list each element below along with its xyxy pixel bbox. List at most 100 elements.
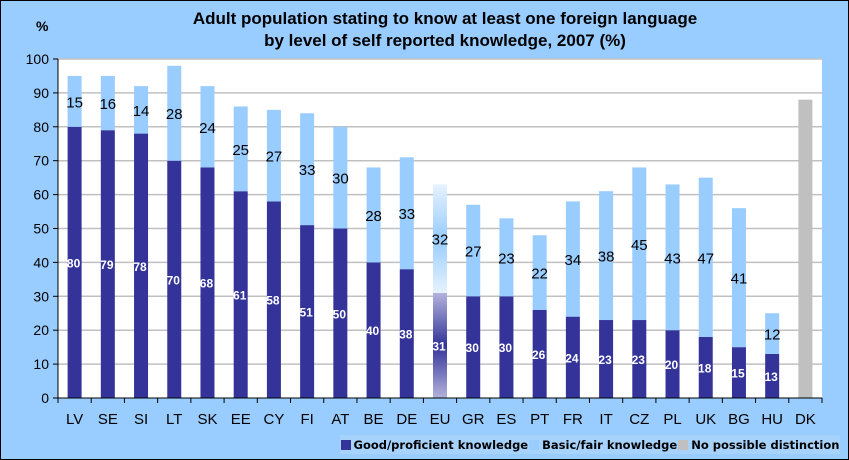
bar-basic-bg	[731, 208, 746, 348]
y-tick-label: 70	[33, 153, 49, 169]
data-label-basic-it: 38	[598, 249, 615, 266]
bar-basic-uk	[698, 177, 713, 337]
data-label-good-se: 79	[100, 258, 114, 272]
bar-good-bg	[731, 347, 746, 398]
chart-title-line2: by level of self reported knowledge, 200…	[264, 31, 626, 50]
data-label-basic-si: 14	[133, 103, 150, 120]
data-label-good-si: 78	[133, 260, 147, 274]
data-label-basic-cy: 27	[266, 149, 283, 166]
bar-good-uk	[698, 336, 713, 398]
x-category-label-lt: LT	[166, 411, 182, 428]
legend-item-basic: Basic/fair knowledge	[529, 438, 677, 452]
data-label-good-cy: 58	[266, 294, 280, 308]
bar-good-gr	[466, 296, 481, 398]
x-category-label-pt: PT	[530, 411, 549, 428]
data-label-basic-ee: 25	[232, 142, 249, 159]
legend-swatch-none	[678, 439, 689, 450]
y-tick-label: 80	[33, 119, 49, 135]
y-tick-label: 20	[33, 322, 49, 338]
data-label-basic-pt: 22	[531, 266, 548, 283]
data-label-good-pl: 20	[665, 358, 679, 372]
legend-label-good: Good/proficient knowledge	[353, 437, 529, 452]
bar-good-cy	[266, 201, 281, 398]
legend-item-none: No possible distinction	[678, 438, 839, 452]
data-label-basic-pl: 43	[664, 250, 681, 267]
data-label-basic-lv: 15	[66, 94, 83, 111]
x-category-label-be: BE	[364, 411, 384, 428]
data-label-basic-hu: 12	[764, 327, 781, 344]
data-label-basic-es: 23	[498, 250, 515, 267]
data-label-good-lt: 70	[167, 273, 181, 287]
bar-basic-ee	[233, 106, 248, 192]
bar-basic-cz	[632, 167, 647, 321]
bar-basic-si	[134, 86, 149, 134]
data-label-basic-fi: 33	[299, 162, 316, 179]
x-category-label-cy: CY	[263, 411, 284, 428]
data-label-good-de: 38	[399, 328, 413, 342]
bar-good-fr	[565, 316, 580, 398]
bar-good-ee	[233, 191, 248, 398]
x-category-label-bg: BG	[728, 411, 750, 428]
y-tick-label: 10	[33, 356, 49, 372]
x-category-label-de: DE	[396, 411, 417, 428]
legend-swatch-good	[340, 439, 351, 450]
bar-good-pl	[665, 330, 680, 398]
bar-basic-cy	[266, 109, 281, 202]
x-category-label-se: SE	[98, 411, 118, 428]
y-tick-label: 60	[33, 187, 49, 203]
x-category-label-sk: SK	[197, 411, 217, 428]
bar-good-sk	[200, 167, 215, 398]
bar-basic-lv	[67, 75, 82, 127]
bar-good-fi	[300, 225, 315, 398]
bar-good-at	[333, 228, 348, 398]
bar-basic-fr	[565, 201, 580, 317]
bar-basic-hu	[765, 313, 780, 354]
x-category-label-dk: DK	[795, 411, 816, 428]
data-label-basic-gr: 27	[465, 244, 482, 261]
bar-good-pt	[532, 309, 547, 398]
bar-nodistinction-dk	[798, 99, 813, 399]
bar-basic-lt	[167, 65, 182, 161]
bar-basic-eu	[433, 184, 447, 293]
bar-basic-gr	[466, 204, 481, 297]
y-axis-unit-label: %	[36, 18, 49, 34]
data-label-basic-lt: 28	[166, 106, 183, 123]
data-label-good-at: 50	[333, 307, 347, 321]
data-label-good-ee: 61	[233, 289, 247, 303]
data-label-basic-sk: 24	[199, 120, 216, 137]
x-category-label-at: AT	[331, 411, 349, 428]
bar-basic-pl	[665, 184, 680, 331]
x-category-label-es: ES	[496, 411, 516, 428]
bar-good-se	[100, 130, 115, 398]
data-label-basic-eu: 32	[432, 232, 449, 249]
bar-good-cz	[632, 320, 647, 398]
data-label-good-pt: 26	[532, 348, 546, 362]
data-label-good-uk: 18	[698, 361, 712, 375]
data-label-good-fi: 51	[299, 306, 313, 320]
data-label-good-eu: 31	[432, 339, 446, 353]
bar-good-lt	[167, 160, 182, 398]
bar-basic-de	[399, 157, 414, 270]
legend-item-good: Good/proficient knowledge	[340, 437, 529, 452]
x-category-label-gr: GR	[462, 411, 485, 428]
data-label-basic-se: 16	[99, 96, 116, 113]
legend-label-none: No possible distinction	[691, 437, 840, 452]
data-label-basic-cz: 45	[631, 237, 648, 254]
bar-good-es	[499, 296, 514, 398]
x-category-label-fi: FI	[300, 411, 313, 428]
bar-basic-pt	[532, 235, 547, 310]
data-label-good-sk: 68	[200, 277, 214, 291]
data-label-good-hu: 13	[764, 370, 778, 384]
y-tick-label: 40	[33, 254, 49, 270]
x-category-label-eu: EU	[430, 411, 451, 428]
legend: Good/proficient knowledge Basic/fair kno…	[340, 435, 840, 454]
x-category-label-ee: EE	[231, 411, 251, 428]
x-category-label-pl: PL	[663, 411, 681, 428]
data-label-basic-be: 28	[365, 208, 382, 225]
bar-basic-sk	[200, 86, 215, 168]
data-label-basic-at: 30	[332, 171, 349, 188]
y-tick-label: 100	[26, 51, 50, 67]
data-label-basic-fr: 34	[565, 252, 582, 269]
y-tick-label: 90	[33, 85, 49, 101]
